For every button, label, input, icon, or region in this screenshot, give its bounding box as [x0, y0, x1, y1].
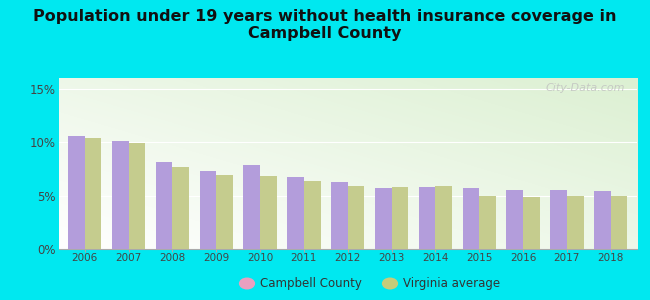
Bar	[463, 188, 479, 249]
Bar	[260, 176, 277, 249]
Bar	[129, 143, 146, 249]
Bar	[419, 187, 436, 249]
Bar	[156, 162, 172, 249]
Bar	[216, 175, 233, 249]
Bar	[304, 181, 320, 249]
Bar	[550, 190, 567, 249]
Bar	[567, 196, 584, 249]
Bar	[611, 196, 627, 249]
Bar	[479, 196, 496, 249]
Text: Population under 19 years without health insurance coverage in
Campbell County: Population under 19 years without health…	[33, 9, 617, 41]
Bar	[172, 167, 189, 249]
Bar	[200, 171, 216, 249]
Bar	[84, 138, 101, 249]
Bar	[506, 190, 523, 249]
Bar	[112, 141, 129, 249]
Bar	[331, 182, 348, 249]
Bar	[244, 165, 260, 249]
Bar	[523, 196, 540, 249]
Text: Virginia average: Virginia average	[403, 277, 500, 290]
Bar	[391, 187, 408, 249]
Bar	[436, 186, 452, 249]
Bar	[348, 186, 365, 249]
Bar	[287, 177, 304, 249]
Bar	[68, 136, 84, 249]
Text: Campbell County: Campbell County	[260, 277, 362, 290]
Bar	[375, 188, 391, 249]
Text: City-Data.com: City-Data.com	[546, 83, 625, 93]
Bar	[594, 191, 611, 249]
